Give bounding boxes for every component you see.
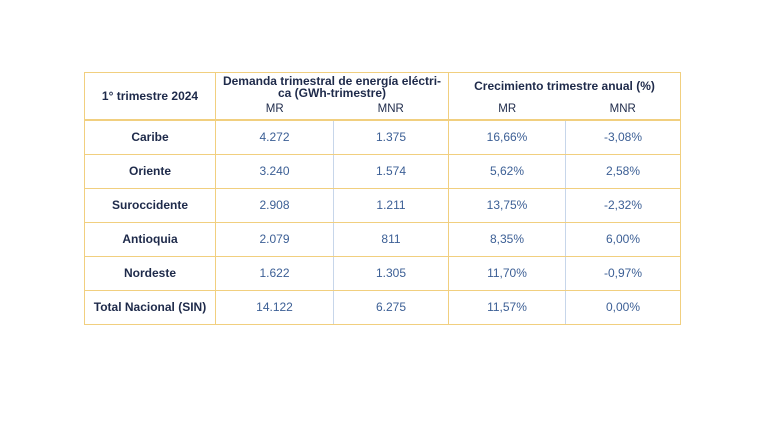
data-table: 1° trimestre 2024 Demanda trimestral de …	[84, 72, 681, 325]
table-row: Total Nacional (SIN) 14.122 6.275 11,57% 0,0…	[84, 290, 681, 325]
cell: -2,32%	[565, 188, 681, 223]
cell: 8,35%	[448, 222, 566, 257]
corner-header: 1° trimestre 2024	[84, 72, 216, 121]
cell: -3,08%	[565, 120, 681, 155]
row-label: Total Nacional (SIN)	[84, 290, 216, 325]
cell: 4.272	[215, 120, 334, 155]
table-row: Caribe 4.272 1.375 16,66% -3,08%	[84, 120, 681, 155]
cell: 6.275	[333, 290, 449, 325]
cell: 11,57%	[448, 290, 566, 325]
header-line: Demanda trimestral de energía eléctri-	[222, 74, 442, 88]
table-row: Nordeste 1.622 1.305 11,70% -0,97%	[84, 256, 681, 291]
cell: 11,70%	[448, 256, 566, 291]
cell: 3.240	[215, 154, 334, 189]
cell: 13,75%	[448, 188, 566, 223]
group-header: Demanda trimestral de energía eléctri- c…	[215, 72, 449, 100]
row-label: Nordeste	[84, 256, 216, 291]
row-label: Caribe	[84, 120, 216, 155]
cell: 1.622	[215, 256, 334, 291]
cell: 6,00%	[565, 222, 681, 257]
cell: 14.122	[215, 290, 334, 325]
group-header: Crecimiento trimestre anual (%)	[449, 73, 681, 100]
subheader: MNR	[565, 99, 681, 121]
subheader: MR	[448, 99, 566, 121]
cell: 2.908	[215, 188, 334, 223]
table-row: Suroccidente 2.908 1.211 13,75% -2,32%	[84, 188, 681, 223]
cell: -0,97%	[565, 256, 681, 291]
subheader-row: MR MNR MR MNR	[85, 99, 681, 121]
cell: 811	[333, 222, 449, 257]
header-line: Crecimiento trimestre anual (%)	[474, 79, 655, 93]
subheader: MNR	[333, 99, 449, 121]
table-row: Oriente 3.240 1.574 5,62% 2,58%	[84, 154, 681, 189]
header-line: ca (GWh-trimestre)	[277, 86, 387, 100]
cell: 5,62%	[448, 154, 566, 189]
subheader: MR	[215, 99, 334, 121]
row-label: Oriente	[84, 154, 216, 189]
cell: 0,00%	[565, 290, 681, 325]
table-row: Antioquia 2.079 811 8,35% 6,00%	[84, 222, 681, 257]
row-label: Antioquia	[84, 222, 216, 257]
table-body: Caribe 4.272 1.375 16,66% -3,08% Oriente 3.240…	[84, 120, 681, 325]
row-label: Suroccidente	[84, 188, 216, 223]
cell: 1.574	[333, 154, 449, 189]
cell: 2.079	[215, 222, 334, 257]
cell: 1.305	[333, 256, 449, 291]
cell: 1.211	[333, 188, 449, 223]
cell: 1.375	[333, 120, 449, 155]
cell: 16,66%	[448, 120, 566, 155]
cell: 2,58%	[565, 154, 681, 189]
